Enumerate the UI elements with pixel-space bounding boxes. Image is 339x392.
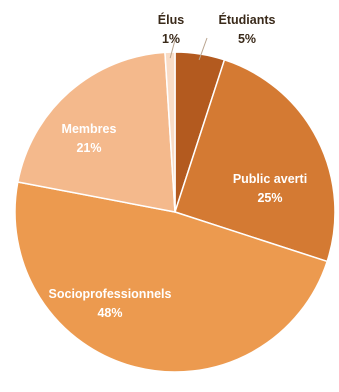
slice-label-membres: Membres 21% [62,122,117,155]
pie-slice-socioprofessionnels [14,181,328,373]
slice-label-name: Membres [62,122,117,136]
leader-line-etudiants [198,37,208,61]
slice-label-name: Socioprofessionnels [49,287,172,301]
pie-slice-elus [164,51,176,213]
pie-slice-membres [17,51,176,213]
slice-label-value: 5% [238,32,256,46]
slice-label-public-averti: Public averti 25% [233,172,307,205]
slice-label-name: Élus [158,12,184,27]
slice-label-value: 21% [76,141,101,155]
slice-labels: Étudiants 5% Public averti 25% Socioprofessi… [49,12,308,320]
slice-label-name: Public averti [233,172,307,186]
slice-label-value: 48% [97,306,122,320]
slice-label-name: Étudiants [219,12,276,27]
leader-lines [169,37,208,61]
slice-label-value: 25% [257,191,282,205]
leader-line-elus [169,39,176,59]
slice-label-value: 1% [162,32,180,46]
pie-slices [14,51,336,373]
slice-label-etudiants: Étudiants 5% [219,12,276,46]
slice-label-socioprofessionnels: Socioprofessionnels 48% [49,287,172,320]
slice-label-elus: Élus 1% [158,12,184,46]
pie-slice-public-averti [174,59,336,263]
